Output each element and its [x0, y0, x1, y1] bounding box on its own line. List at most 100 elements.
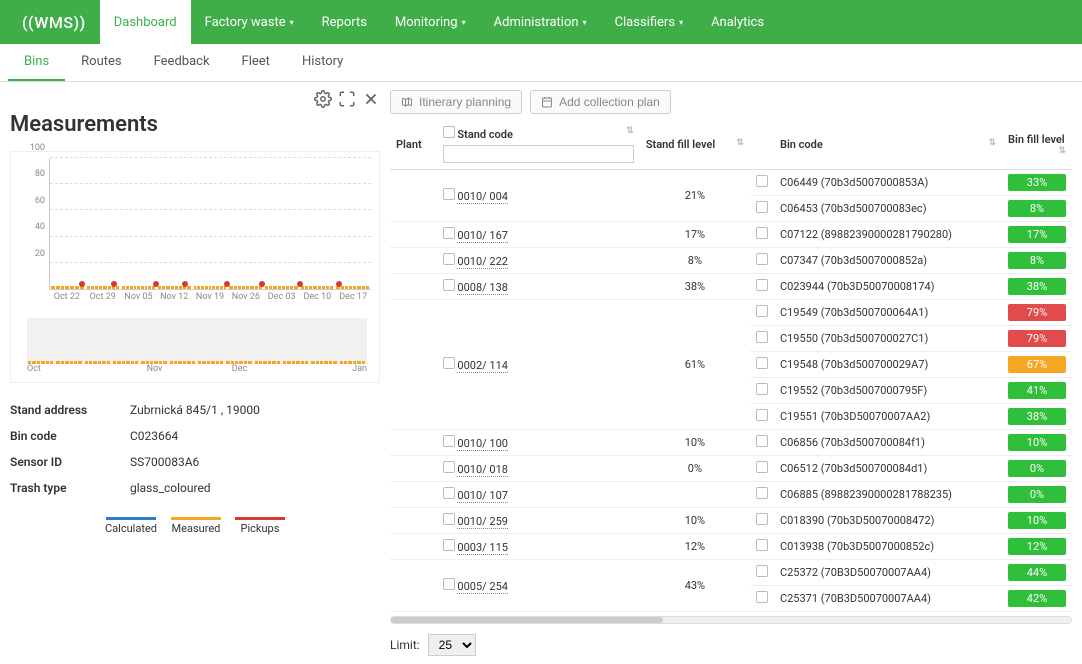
table-row[interactable]: 0010/ 2228%C07347 (70b3d5007000852a)8% [390, 248, 1072, 274]
bin-fill-badge: 17% [1008, 226, 1066, 243]
checkbox[interactable] [443, 357, 455, 369]
legend-calculated: Calculated [105, 517, 157, 535]
bin-fill-badge: 8% [1008, 200, 1066, 217]
checkbox[interactable] [756, 565, 768, 577]
expand-icon[interactable] [338, 90, 356, 108]
stand-code-value: 0010/ 107 [457, 489, 508, 503]
checkbox[interactable] [756, 539, 768, 551]
bin-fill-badge: 44% [1008, 564, 1066, 581]
checkbox[interactable] [443, 435, 455, 447]
checkbox[interactable] [443, 461, 455, 473]
checkbox[interactable] [443, 487, 455, 499]
bin-code-value: C06449 (70b3d5007000853A) [774, 170, 1002, 196]
bin-code-value: C06856 (70b3d500700084f1) [774, 430, 1002, 456]
measurements-panel: Measurements 20406080100 Oct 22Oct 29Nov… [10, 90, 380, 656]
checkbox[interactable] [443, 539, 455, 551]
chevron-down-icon: ▾ [583, 18, 587, 27]
table-row[interactable]: 0010/ 16717%C07122 (89882390000281790280… [390, 222, 1072, 248]
measurements-minimap[interactable]: OctNovDecJan [19, 318, 375, 378]
nav-classifiers[interactable]: Classifiers▾ [601, 0, 698, 44]
checkbox[interactable] [443, 188, 455, 200]
bin-code-value: C023664 [130, 429, 178, 443]
stand-fill-value: 43% [640, 560, 750, 612]
checkbox[interactable] [443, 253, 455, 265]
col-bin-code[interactable]: Bin code⇅ [774, 120, 1002, 170]
checkbox[interactable] [756, 435, 768, 447]
sensor-id-label: Sensor ID [10, 455, 130, 469]
table-row[interactable]: 0010/ 00421%C06449 (70b3d5007000853A)33% [390, 170, 1072, 196]
bin-code-value: C19551 (70b3D50070007AA2) [774, 404, 1002, 430]
checkbox[interactable] [756, 175, 768, 187]
nav-classifiers-label: Classifiers [615, 15, 676, 30]
checkbox[interactable] [756, 591, 768, 603]
checkbox[interactable] [756, 383, 768, 395]
stand-code-value: 0008/ 138 [457, 281, 508, 295]
sort-icon[interactable]: ⇅ [1058, 146, 1066, 156]
stand-code-value: 0005/ 254 [457, 580, 508, 594]
col-stand-fill[interactable]: Stand fill level⇅ [640, 120, 750, 170]
nav-factory-waste[interactable]: Factory waste▾ [191, 0, 308, 44]
checkbox[interactable] [756, 409, 768, 421]
stand-address-value: Zubrnická 845/1 , 19000 [130, 403, 260, 417]
horizontal-scrollbar[interactable] [390, 616, 1072, 624]
sort-icon[interactable]: ⇅ [626, 126, 634, 136]
topbar: ((WMS)) Dashboard Factory waste▾ Reports… [0, 0, 1082, 44]
table-row[interactable]: 0010/ 10010%C06856 (70b3d500700084f1)10% [390, 430, 1072, 456]
add-collection-plan-button[interactable]: Add collection plan [530, 90, 671, 114]
nav-monitoring[interactable]: Monitoring ▾ [381, 0, 480, 44]
col-plant[interactable]: Plant [390, 120, 437, 170]
bin-code-value: C19552 (70b3d5007000795F) [774, 378, 1002, 404]
measurement-details: Stand addressZubrnická 845/1 , 19000 Bin… [10, 397, 380, 501]
subtab-feedback[interactable]: Feedback [138, 44, 226, 81]
nav-reports[interactable]: Reports [308, 0, 381, 44]
measurements-chart: 20406080100 Oct 22Oct 29Nov 05Nov 12Nov … [19, 158, 375, 308]
checkbox[interactable] [756, 253, 768, 265]
table-row[interactable]: 0005/ 25443%C25372 (70B3D50070007AA4)44% [390, 560, 1072, 586]
checkbox[interactable] [756, 279, 768, 291]
checkbox[interactable] [756, 357, 768, 369]
chevron-down-icon: ▾ [462, 18, 466, 27]
nav-analytics[interactable]: Analytics [697, 0, 778, 44]
table-row[interactable]: 0010/ 25910%C018390 (70b3D50070008472)10… [390, 508, 1072, 534]
nav-administration-label: Administration [494, 15, 579, 30]
stand-fill-value: 10% [640, 430, 750, 456]
sort-icon[interactable]: ⇅ [988, 138, 996, 148]
table-row[interactable]: 0010/ 0180%C06512 (70b3d500700084d1)0% [390, 456, 1072, 482]
bin-code-value: C018390 (70b3D50070008472) [774, 508, 1002, 534]
table-row[interactable]: 0010/ 107C06885 (89882390000281788235)0% [390, 482, 1072, 508]
filter-stand-code[interactable] [443, 145, 634, 163]
checkbox[interactable] [756, 487, 768, 499]
table-row[interactable]: 0008/ 13838%C023944 (70b3D50070008174)38… [390, 274, 1072, 300]
nav-administration[interactable]: Administration ▾ [480, 0, 601, 44]
col-stand-code[interactable]: Stand code⇅ [437, 120, 640, 170]
checkbox[interactable] [443, 126, 455, 138]
itinerary-planning-button[interactable]: Itinerary planning [390, 90, 522, 114]
bin-fill-badge: 38% [1008, 408, 1066, 425]
checkbox[interactable] [756, 201, 768, 213]
subtab-routes[interactable]: Routes [65, 44, 137, 81]
nav-dashboard[interactable]: Dashboard [100, 0, 191, 44]
checkbox[interactable] [443, 279, 455, 291]
checkbox[interactable] [443, 578, 455, 590]
col-bin-fill[interactable]: Bin fill level⇅ [1002, 120, 1072, 170]
stand-code-value: 0010/ 100 [457, 437, 508, 451]
table-row[interactable]: 0002/ 11461%C19549 (70b3d500700064A1)79% [390, 300, 1072, 326]
checkbox[interactable] [756, 331, 768, 343]
checkbox[interactable] [756, 513, 768, 525]
checkbox[interactable] [756, 305, 768, 317]
gear-icon[interactable] [314, 90, 332, 108]
subtab-history[interactable]: History [286, 44, 359, 81]
sort-icon[interactable]: ⇅ [736, 138, 744, 148]
close-icon[interactable] [362, 90, 380, 108]
checkbox[interactable] [443, 227, 455, 239]
subtab-fleet[interactable]: Fleet [226, 44, 286, 81]
stand-fill-value: 17% [640, 222, 750, 248]
checkbox[interactable] [756, 227, 768, 239]
subtab-bins[interactable]: Bins [8, 44, 65, 81]
nav-monitoring-label: Monitoring [395, 15, 458, 30]
limit-select[interactable]: 25 [428, 634, 476, 656]
stand-code-value: 0003/ 115 [457, 541, 508, 555]
checkbox[interactable] [756, 461, 768, 473]
table-row[interactable]: 0003/ 11512%C013938 (70b3D5007000852c)12… [390, 534, 1072, 560]
checkbox[interactable] [443, 513, 455, 525]
